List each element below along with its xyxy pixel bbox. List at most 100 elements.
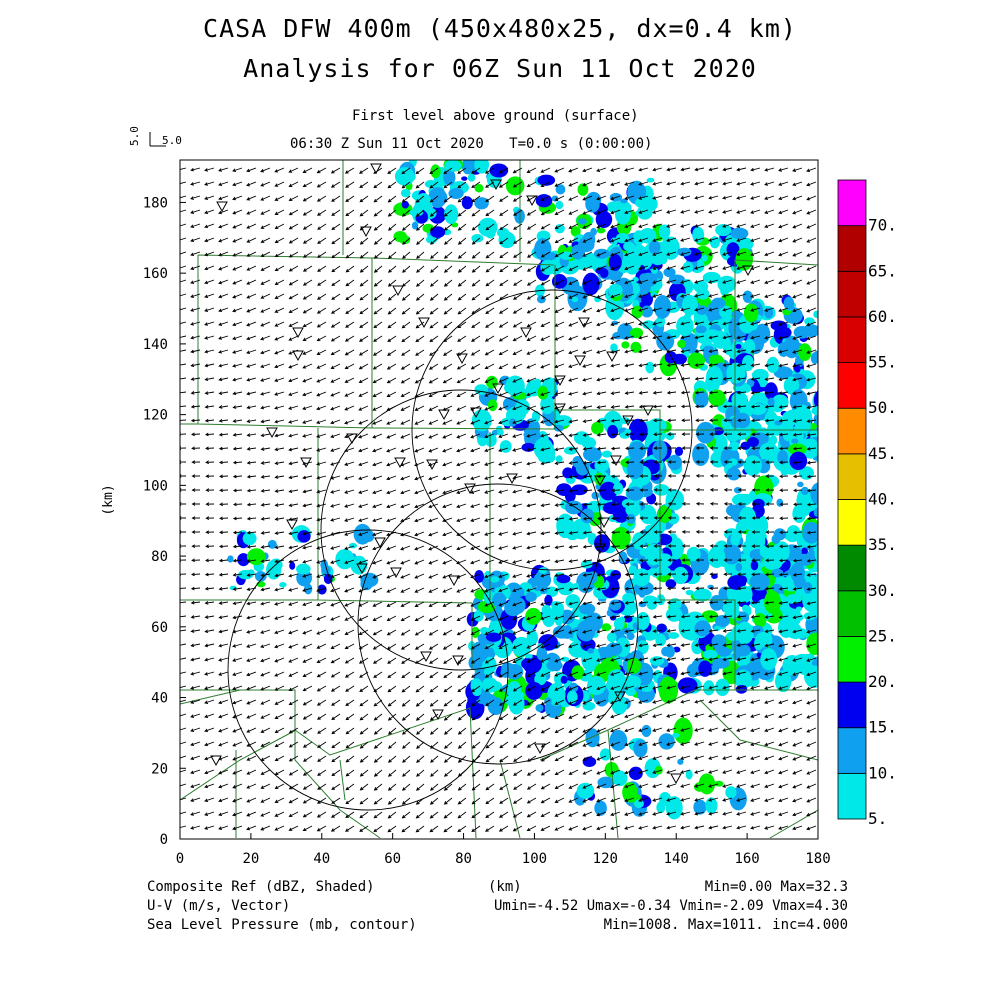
- wind-vector: [246, 363, 257, 368]
- wind-vector: [274, 811, 285, 817]
- wind-vector: [180, 418, 187, 423]
- wind-vector: [750, 797, 761, 802]
- wind-vector: [750, 755, 761, 761]
- wind-vector: [180, 251, 187, 256]
- wind-vector: [260, 461, 271, 465]
- reflectivity-cell: [411, 221, 419, 230]
- x-tick-label: 60: [384, 851, 401, 867]
- wind-vector: [302, 475, 313, 480]
- wind-vector: [373, 811, 383, 819]
- reflectivity-cell: [822, 462, 829, 469]
- wind-vector: [666, 741, 677, 746]
- wind-vector: [722, 265, 733, 270]
- wind-vector: [416, 755, 425, 763]
- wind-vector: [512, 419, 523, 425]
- wind-vector: [765, 446, 775, 451]
- wind-vector: [751, 558, 761, 563]
- wind-vector: [274, 461, 285, 466]
- wind-vector: [596, 279, 607, 285]
- wind-vector: [205, 558, 215, 563]
- wind-vector: [400, 489, 411, 495]
- wind-vector: [681, 544, 691, 548]
- wind-vector: [358, 447, 369, 453]
- wind-vector: [694, 335, 705, 340]
- wind-vector: [540, 601, 551, 606]
- wind-vector: [792, 432, 803, 437]
- reflectivity-cell: [707, 302, 716, 310]
- reflectivity-cell: [609, 599, 622, 611]
- reflectivity-cell: [726, 242, 740, 258]
- wind-vector: [526, 461, 537, 466]
- colorbar-label: 40.: [868, 490, 897, 509]
- reflectivity-cell: [743, 455, 762, 476]
- wind-vector: [582, 657, 593, 663]
- wind-vector: [484, 671, 495, 678]
- reflectivity-cell: [764, 382, 778, 400]
- wind-vector: [345, 251, 355, 259]
- wind-vector: [471, 797, 481, 805]
- wind-vector: [232, 223, 243, 229]
- wind-vector: [736, 600, 747, 605]
- wind-vector: [765, 460, 775, 465]
- wind-vector: [694, 629, 705, 633]
- wind-vector: [345, 755, 355, 763]
- wind-vector: [317, 223, 327, 230]
- wind-vector: [218, 446, 229, 451]
- wind-vector: [260, 797, 271, 803]
- reflectivity-cell: [817, 409, 818, 416]
- wind-vector: [330, 335, 341, 342]
- wind-vector: [456, 391, 467, 397]
- wind-vector: [596, 811, 607, 817]
- reflectivity-cell: [626, 632, 635, 641]
- wind-vector: [540, 755, 551, 762]
- wind-vector: [806, 433, 817, 437]
- wind-vector: [694, 657, 705, 662]
- colorbar-swatch: [837, 179, 867, 227]
- reflectivity-cell: [576, 782, 595, 799]
- wind-vector: [260, 265, 271, 271]
- wind-vector: [652, 600, 663, 605]
- wind-vector: [232, 335, 243, 340]
- wind-vector: [582, 601, 593, 606]
- wind-vector: [274, 741, 285, 748]
- wind-vector: [764, 279, 775, 285]
- wind-vector: [652, 377, 663, 381]
- wind-vector: [596, 251, 607, 257]
- wind-vector: [288, 419, 299, 424]
- wind-vector: [246, 307, 257, 313]
- wind-vector: [624, 769, 635, 775]
- wind-vector: [180, 279, 187, 283]
- wind-vector: [708, 755, 719, 760]
- wind-vector: [540, 251, 551, 258]
- reflectivity-cell: [607, 669, 626, 688]
- wind-vector: [540, 349, 551, 355]
- wind-vector: [484, 587, 495, 593]
- wind-vector: [414, 531, 425, 537]
- wind-vector: [387, 811, 397, 819]
- wind-vector: [793, 516, 803, 521]
- wind-vector: [737, 558, 747, 562]
- wind-vector: [681, 446, 691, 450]
- wind-vector: [204, 321, 215, 326]
- reflectivity-cell: [818, 572, 829, 584]
- wind-vector: [694, 727, 705, 732]
- wind-vector: [302, 741, 313, 748]
- reflectivity-cell: [702, 345, 715, 355]
- wind-vector: [317, 251, 327, 258]
- wind-vector: [218, 377, 229, 382]
- wind-vector: [694, 307, 705, 312]
- wind-vector: [190, 699, 201, 704]
- wind-vector: [471, 223, 481, 231]
- wind-vector: [540, 475, 551, 480]
- wind-vector: [582, 559, 593, 563]
- y-tick-label: 60: [151, 620, 168, 636]
- y-tick-label: 40: [151, 691, 168, 707]
- station-marker: [526, 195, 538, 207]
- wind-vector: [806, 615, 817, 620]
- wind-vector: [554, 671, 565, 677]
- wind-vector: [402, 237, 411, 245]
- wind-vector: [652, 755, 663, 760]
- wind-vector: [246, 488, 257, 493]
- wind-vector: [582, 447, 593, 451]
- wind-vector: [428, 447, 439, 453]
